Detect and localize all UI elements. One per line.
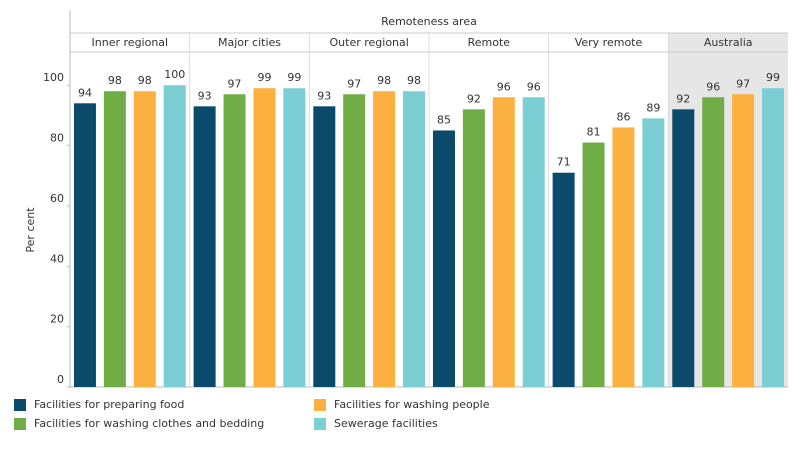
value-label: 96 — [706, 80, 720, 93]
bar — [492, 97, 515, 388]
legend-item: Facilities for washing people — [314, 398, 574, 411]
y-tick-label: 80 — [50, 132, 64, 145]
y-tick-label: 40 — [50, 252, 64, 265]
value-label: 96 — [527, 80, 541, 93]
legend: Facilities for preparing food Facilities … — [14, 398, 574, 430]
category-label: Major cities — [218, 36, 281, 49]
category-label: Outer regional — [330, 36, 409, 49]
legend-swatch — [314, 398, 326, 411]
bar — [522, 97, 545, 388]
bar — [702, 97, 725, 388]
value-label: 97 — [347, 77, 361, 90]
y-tick-label: 60 — [50, 192, 64, 205]
bar — [133, 91, 156, 387]
value-label: 92 — [676, 92, 690, 105]
legend-swatch — [14, 417, 26, 430]
bar — [73, 103, 96, 387]
bar — [103, 91, 126, 387]
value-label: 99 — [287, 71, 301, 84]
value-label: 71 — [557, 156, 571, 169]
value-label: 98 — [407, 74, 421, 87]
value-label: 97 — [736, 77, 750, 90]
value-label: 92 — [467, 92, 481, 105]
legend-item: Sewerage facilities — [314, 417, 574, 430]
bar — [193, 106, 216, 387]
y-axis-title: Per cent — [24, 207, 37, 253]
bar — [462, 109, 485, 387]
category-label: Very remote — [575, 36, 643, 49]
legend-swatch — [314, 417, 326, 430]
value-label: 98 — [377, 74, 391, 87]
bar — [253, 88, 276, 387]
y-tick-label: 0 — [57, 373, 64, 386]
value-label: 99 — [257, 71, 271, 84]
value-label: 94 — [78, 86, 92, 99]
value-label: 98 — [138, 74, 152, 87]
value-label: 99 — [766, 71, 780, 84]
bar — [373, 91, 396, 387]
legend-item: Facilities for preparing food — [14, 398, 314, 411]
value-label: 85 — [437, 113, 451, 126]
legend-swatch — [14, 398, 26, 411]
legend-label: Facilities for preparing food — [34, 398, 185, 411]
bar — [612, 127, 635, 388]
bar — [403, 91, 426, 387]
bar — [672, 109, 695, 387]
legend-label: Sewerage facilities — [334, 417, 438, 430]
bar — [343, 94, 366, 387]
value-label: 86 — [616, 110, 630, 123]
value-label: 81 — [587, 126, 601, 139]
value-label: 100 — [164, 68, 185, 81]
category-label: Remote — [468, 36, 511, 49]
bar — [432, 130, 455, 387]
value-label: 93 — [198, 89, 212, 102]
bar — [223, 94, 246, 387]
value-label: 89 — [646, 101, 660, 114]
bar — [163, 85, 186, 388]
value-label: 97 — [228, 77, 242, 90]
category-label: Australia — [704, 36, 753, 49]
value-label: 93 — [317, 89, 331, 102]
bar — [582, 142, 605, 387]
bar — [313, 106, 336, 387]
bar — [732, 94, 755, 387]
legend-label: Facilities for washing people — [334, 398, 490, 411]
value-label: 98 — [108, 74, 122, 87]
category-label: Inner regional — [92, 36, 169, 49]
bar — [283, 88, 306, 387]
x-axis-title: Remoteness area — [381, 15, 477, 28]
bar — [762, 88, 785, 387]
y-tick-label: 20 — [50, 313, 64, 326]
bar — [552, 172, 575, 387]
chart: Remoteness area Per cent 0 20 40 60 80 100 Inn… — [24, 10, 788, 388]
value-label: 96 — [497, 80, 511, 93]
y-tick-label: 100 — [43, 71, 64, 84]
legend-label: Facilities for washing clothes and beddi… — [34, 417, 265, 430]
bar — [642, 118, 665, 387]
legend-item: Facilities for washing clothes and beddi… — [14, 417, 314, 430]
